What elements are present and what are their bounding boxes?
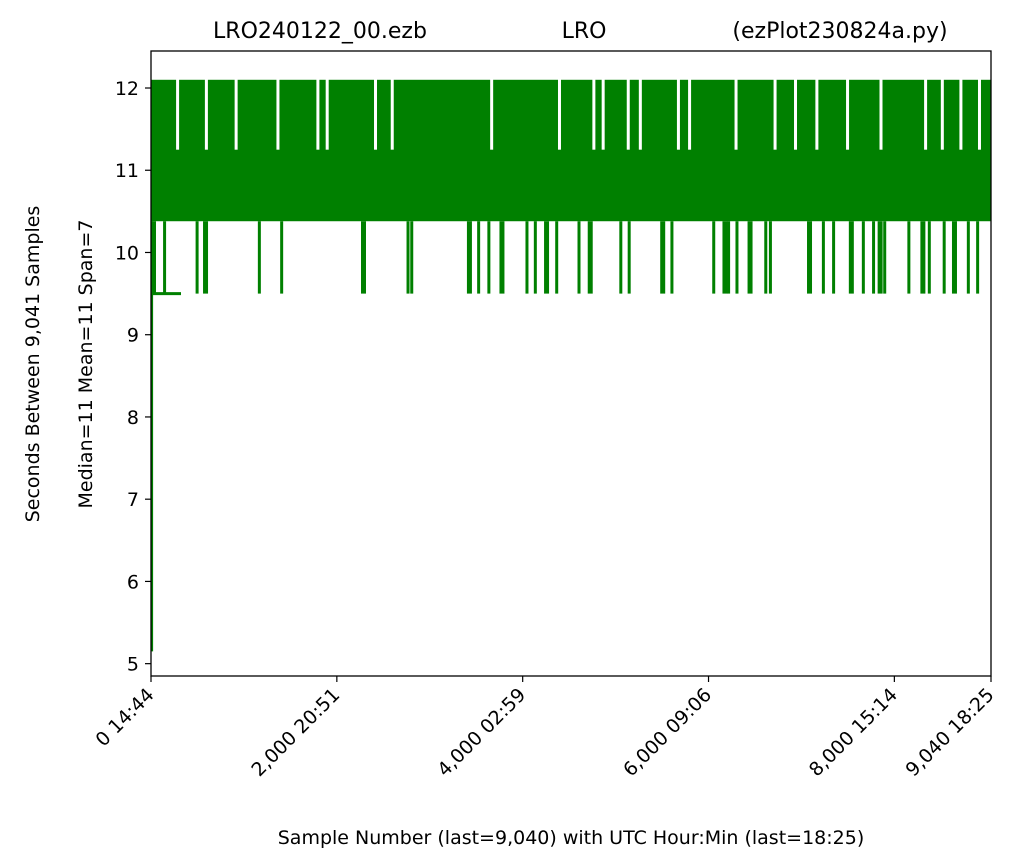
- y-axis-label-outer: Seconds Between 9,041 Samples: [22, 206, 44, 523]
- series-dip-20: [627, 221, 631, 294]
- series-dip-43: [966, 221, 970, 294]
- series-gap-16: [734, 78, 738, 150]
- series-dip-32: [832, 221, 836, 294]
- series-gap-5: [325, 78, 329, 150]
- series-group: [151, 78, 991, 652]
- series-gap-1: [204, 78, 208, 150]
- x-tick-label-5: 9,040 18:25: [902, 684, 999, 781]
- series-dip-27: [747, 221, 753, 294]
- chart-title-script: (ezPlot230824a.py): [732, 19, 947, 44]
- series-dip-38: [907, 221, 911, 294]
- y-axis: 5 6 7 8 9 10 11 12: [115, 78, 151, 676]
- series-gap-20: [846, 78, 850, 150]
- y-tick-label-6: 11: [115, 160, 139, 182]
- y-tick-label-2: 7: [127, 489, 139, 511]
- chart-title-station: LRO: [562, 19, 607, 44]
- series-dip-12: [499, 221, 505, 294]
- series-dip-16: [555, 221, 559, 294]
- series-dip-23: [712, 221, 716, 294]
- y-tick-label-7: 12: [115, 78, 139, 100]
- series-gap-12: [626, 78, 630, 150]
- series-gap-24: [959, 78, 963, 150]
- series-gap-9: [557, 78, 561, 150]
- series-dip-44: [976, 221, 980, 294]
- series-gap-8: [490, 78, 494, 150]
- series-dip-18: [587, 221, 593, 294]
- series-dip-37: [883, 221, 887, 294]
- y-tick-label-0: 5: [127, 654, 139, 676]
- x-tick-label-2: 4,000 02:59: [433, 684, 530, 781]
- series-gap-10: [592, 78, 596, 150]
- x-axis: 0 14:44 2,000 20:51 4,000 02:59 6,000 09:06…: [91, 676, 999, 781]
- series-dip-28: [764, 221, 768, 294]
- series-gap-23: [940, 78, 944, 150]
- y-tick-label-5: 10: [115, 242, 139, 264]
- series-gap-22: [924, 78, 928, 150]
- series-gap-3: [276, 78, 280, 150]
- series-gap-6: [374, 78, 378, 150]
- series-gap-18: [794, 78, 798, 150]
- series-dip-39: [920, 221, 926, 294]
- series-dip-19: [619, 221, 623, 294]
- series-dip-4: [257, 221, 261, 294]
- series-band: [151, 79, 991, 222]
- y-tick-label-1: 6: [127, 571, 139, 593]
- series-dip-13: [525, 221, 529, 294]
- series-gap-2: [234, 78, 238, 150]
- y-tick-label-3: 8: [127, 407, 139, 429]
- series-dip-0: [151, 221, 156, 294]
- series-dip-14: [533, 221, 537, 294]
- series-dip-5: [280, 221, 284, 294]
- series-dip-26: [735, 221, 739, 294]
- series-gap-13: [638, 78, 642, 150]
- plot-frame: [150, 50, 992, 677]
- series-gap-19: [815, 78, 819, 150]
- x-axis-label: Sample Number (last=9,040) with UTC Hour…: [278, 827, 865, 849]
- series-dip-24: [722, 221, 728, 294]
- series-gap-15: [688, 78, 692, 150]
- series-gap-4: [316, 78, 320, 150]
- series-layer: [151, 78, 991, 652]
- series-dip-1: [163, 221, 167, 294]
- series-gap-17: [773, 78, 777, 150]
- series-dip-8: [410, 221, 414, 294]
- series-dip-7: [406, 221, 410, 294]
- series-dip-21: [660, 221, 666, 294]
- series-dip-2: [195, 221, 199, 294]
- chart-title-filename: LRO240122_00.ezb: [213, 19, 427, 44]
- y-tick-label-4: 9: [127, 325, 139, 347]
- series-gap-25: [977, 78, 981, 150]
- series-dip-41: [942, 221, 946, 294]
- series-dip-17: [577, 221, 581, 294]
- plot-area: [150, 50, 992, 677]
- x-tick-label-3: 6,000 09:06: [619, 684, 716, 781]
- x-tick-label-1: 2,000 20:51: [247, 684, 344, 781]
- series-dip-36: [877, 221, 883, 294]
- series-dip-25: [727, 221, 731, 294]
- series-dip-40: [927, 221, 931, 294]
- x-tick-label-4: 8,000 15:14: [805, 684, 902, 781]
- series-dip-11: [487, 221, 491, 294]
- series-dip-9: [466, 221, 472, 294]
- series-gap-0: [176, 78, 180, 150]
- series-dip-42: [951, 221, 957, 294]
- series-dip-33: [848, 221, 854, 294]
- series-dip-34: [861, 221, 865, 294]
- series-dip-6: [361, 221, 366, 294]
- x-tick-label-0: 0 14:44: [91, 684, 158, 751]
- series-gap-14: [676, 78, 680, 150]
- series-dip-30: [807, 221, 813, 294]
- series-dip-35: [872, 221, 876, 294]
- series-dip-29: [768, 221, 772, 294]
- series-dip-3: [203, 221, 209, 294]
- series-dip-10: [477, 221, 481, 294]
- series-gap-7: [390, 78, 394, 150]
- series-gap-21: [879, 78, 883, 150]
- series-dip-15: [544, 221, 550, 294]
- series-gap-11: [601, 78, 605, 150]
- series-dip-22: [670, 221, 674, 294]
- series-dip-31: [821, 221, 825, 294]
- y-axis-label-inner: Median=11 Mean=11 Span=7: [75, 220, 97, 509]
